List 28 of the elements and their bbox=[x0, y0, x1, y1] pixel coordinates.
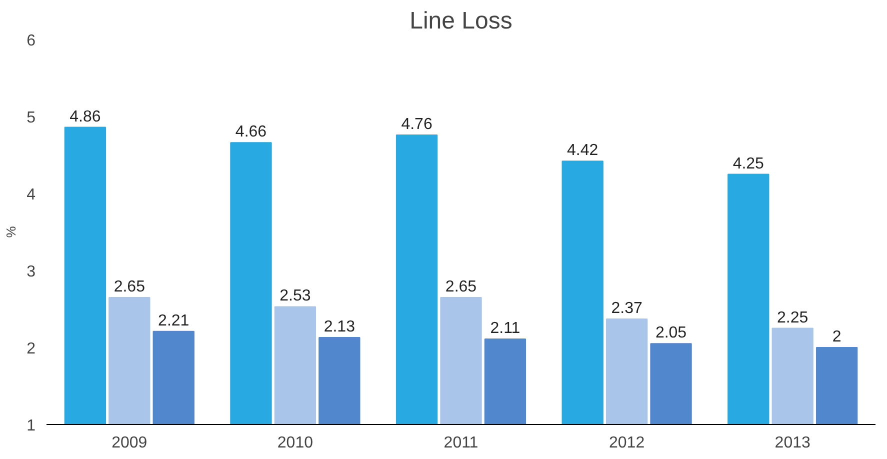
data-label: 2.25 bbox=[777, 309, 808, 326]
x-tick-label: 2009 bbox=[112, 434, 148, 452]
y-tick-label: 3 bbox=[26, 264, 36, 280]
y-tick-label: 4 bbox=[26, 186, 36, 204]
data-label: 4.25 bbox=[732, 155, 764, 172]
data-label: 2.13 bbox=[324, 318, 356, 336]
data-label: 2.21 bbox=[158, 312, 190, 330]
x-tick-label: 2013 bbox=[774, 434, 810, 452]
data-label: 4.76 bbox=[401, 116, 432, 133]
y-tick-label: 2 bbox=[26, 340, 36, 358]
data-label: 4.86 bbox=[70, 108, 101, 126]
data-label: 2.65 bbox=[114, 278, 146, 296]
data-label: 4.42 bbox=[567, 142, 598, 160]
y-tick-label: 5 bbox=[26, 110, 36, 126]
data-label: 2.65 bbox=[445, 278, 477, 296]
y-tick-label: 6 bbox=[26, 32, 36, 50]
y-axis-title: % bbox=[4, 226, 19, 238]
y-tick-label: 1 bbox=[26, 418, 36, 434]
x-tick-label: 2011 bbox=[444, 434, 478, 452]
data-label: 2.37 bbox=[611, 300, 642, 318]
data-label: 4.66 bbox=[235, 124, 267, 141]
x-tick-label: 2012 bbox=[609, 434, 645, 452]
data-label: 2.05 bbox=[655, 324, 687, 342]
data-label: 2.11 bbox=[490, 320, 520, 338]
data-label: 2 bbox=[832, 328, 842, 346]
chart-title: Line Loss bbox=[410, 8, 512, 34]
x-tick-label: 2010 bbox=[277, 434, 314, 452]
data-label: 2.53 bbox=[280, 288, 311, 305]
